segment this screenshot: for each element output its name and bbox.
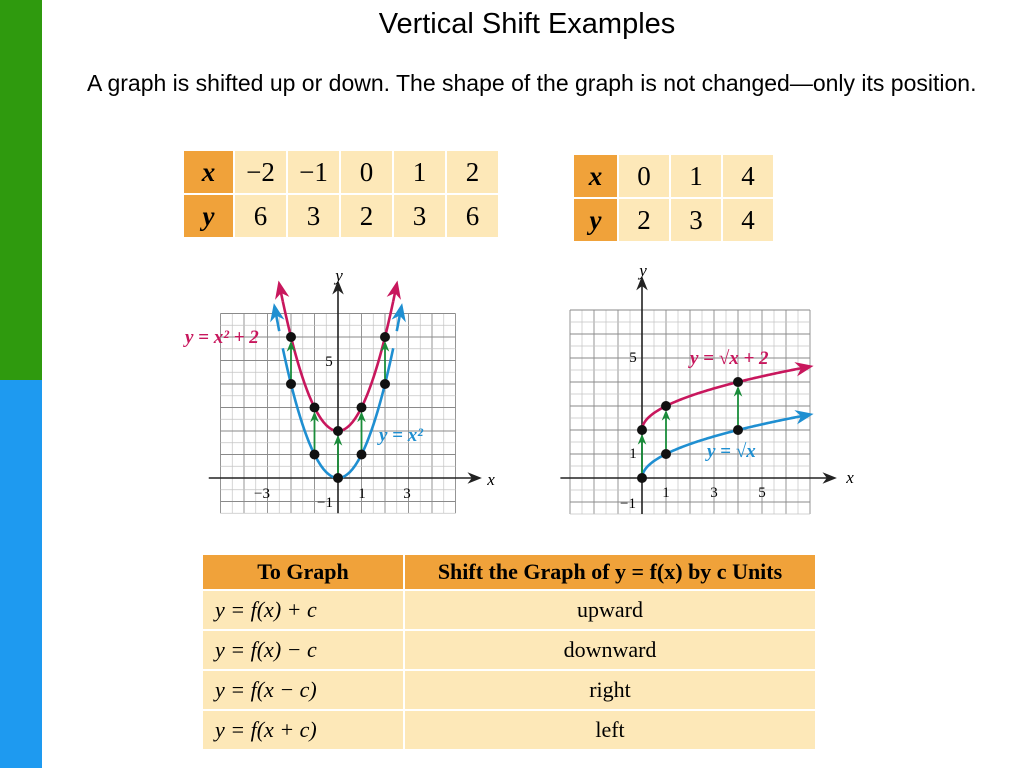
- table-cell: 4: [723, 199, 773, 241]
- table-row: x −2 −1 0 1 2: [184, 151, 498, 193]
- shifted-point: [286, 332, 296, 342]
- sidebar-accent-green: [0, 0, 42, 380]
- tick-label: 1: [358, 486, 366, 502]
- base-curve-arrow: [270, 303, 285, 332]
- tick-label: 5: [758, 485, 766, 501]
- right-graph-grid: [569, 309, 811, 515]
- curve-label-parabola: y = x²: [377, 425, 424, 446]
- table-cell: 0: [619, 155, 669, 197]
- base-point: [661, 449, 671, 459]
- intro-text: A graph is shifted up or down. The shape…: [87, 70, 977, 96]
- table-cell: 2: [619, 199, 669, 241]
- curve-label-sqrt: y = √x: [705, 441, 756, 462]
- left-graph-plot: [208, 280, 482, 514]
- table-header-row: To Graph Shift the Graph of y = f(x) by …: [203, 555, 815, 589]
- parabola-value-table: x −2 −1 0 1 2 y 6 3 2 3 6: [182, 149, 500, 239]
- shifted-point: [333, 426, 343, 436]
- table-row: y = f(x) + c upward: [203, 591, 815, 629]
- shifted-curve-arrow: [275, 280, 290, 302]
- slide-title: Vertical Shift Examples: [378, 8, 676, 40]
- y-header-cell: y: [574, 199, 617, 241]
- table-row: y = f(x − c) right: [203, 671, 815, 709]
- table-row: y = f(x) − c downward: [203, 631, 815, 669]
- shifted-point: [661, 401, 671, 411]
- base-curve-arrow: [391, 303, 406, 332]
- tick-label: 1: [662, 485, 670, 501]
- tick-label: −1: [317, 495, 333, 511]
- table-row: y 6 3 2 3 6: [184, 195, 498, 237]
- shifted-curve-arrow: [794, 362, 814, 377]
- shifted-point: [637, 425, 647, 435]
- tick-label: −3: [254, 486, 270, 502]
- base-point: [733, 425, 743, 435]
- base-point: [286, 379, 296, 389]
- base-point: [309, 449, 320, 460]
- base-curve-arrow: [794, 410, 814, 425]
- base-point: [356, 449, 367, 460]
- direction-cell: left: [403, 711, 815, 749]
- left-x-axis-label: x: [486, 470, 495, 489]
- sqrt-value-table: x 0 1 4 y 2 3 4: [572, 153, 775, 243]
- table-cell: −2: [235, 151, 286, 193]
- right-graph-plot: [560, 275, 837, 514]
- left-y-axis-label: y: [333, 266, 343, 285]
- table-cell: 4: [723, 155, 773, 197]
- direction-cell: downward: [403, 631, 815, 669]
- tick-label: 5: [629, 350, 637, 366]
- shifted-point: [356, 402, 367, 413]
- shifted-point: [380, 332, 390, 342]
- formula-cell: y = f(x + c): [203, 711, 403, 749]
- tick-label: 3: [710, 485, 718, 501]
- x-header-cell: x: [574, 155, 617, 197]
- table-row: y = f(x + c) left: [203, 711, 815, 749]
- table-cell: −1: [288, 151, 339, 193]
- right-y-axis-label: y: [637, 261, 647, 280]
- right-x-axis-label: x: [845, 468, 854, 487]
- direction-cell: right: [403, 671, 815, 709]
- table-cell: 3: [671, 199, 721, 241]
- column-header: To Graph: [203, 555, 403, 589]
- y-header-cell: y: [184, 195, 233, 237]
- table-row: x 0 1 4: [574, 155, 773, 197]
- formula-cell: y = f(x) + c: [203, 591, 403, 629]
- table-cell: 0: [341, 151, 392, 193]
- table-cell: 1: [671, 155, 721, 197]
- curve-label-shifted-parabola: y = x² + 2: [183, 327, 259, 348]
- tick-label: 5: [325, 354, 333, 370]
- formula-cell: y = f(x) − c: [203, 631, 403, 669]
- tick-label: −1: [620, 496, 636, 512]
- tick-label: 1: [629, 446, 637, 462]
- curve-label-shifted-sqrt: y = √x + 2: [688, 348, 769, 369]
- shifted-point: [733, 377, 743, 387]
- column-header: Shift the Graph of y = f(x) by c Units: [403, 555, 815, 589]
- shifted-curve-arrow: [386, 280, 401, 302]
- shifted-point: [309, 402, 320, 413]
- table-row: y 2 3 4: [574, 199, 773, 241]
- table-cell: 2: [341, 195, 392, 237]
- tick-label: 3: [403, 486, 411, 502]
- table-cell: 6: [235, 195, 286, 237]
- sidebar-accent-blue: [0, 380, 42, 768]
- base-point: [333, 473, 343, 483]
- table-cell: 3: [288, 195, 339, 237]
- direction-cell: upward: [403, 591, 815, 629]
- table-cell: 1: [394, 151, 445, 193]
- table-cell: 3: [394, 195, 445, 237]
- base-point: [380, 379, 390, 389]
- table-cell: 6: [447, 195, 498, 237]
- base-point: [637, 473, 647, 483]
- shift-rules-table: To Graph Shift the Graph of y = f(x) by …: [203, 553, 815, 751]
- x-header-cell: x: [184, 151, 233, 193]
- formula-cell: y = f(x − c): [203, 671, 403, 709]
- table-cell: 2: [447, 151, 498, 193]
